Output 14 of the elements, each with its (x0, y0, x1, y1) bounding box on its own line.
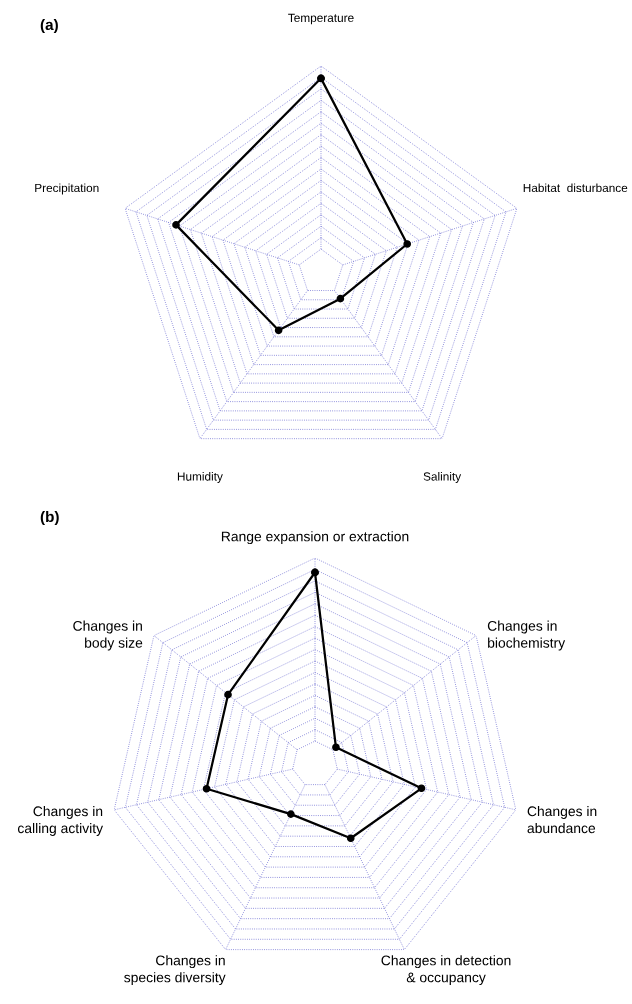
spoke-label: Changes in detection & occupancy (381, 955, 511, 986)
spoke-label: Temperature (288, 13, 354, 25)
spoke-label: Changes in species diversity (124, 955, 226, 986)
spoke-label: Salinity (423, 471, 462, 483)
chart-title: (a) (40, 18, 58, 34)
chart-title: (b) (40, 510, 59, 526)
spoke-label: Changes in calling activity (17, 805, 104, 836)
spoke-label: Habitat disturbance (523, 183, 628, 193)
spoke-label: Changes in abundance (527, 805, 597, 834)
spoke-label: Precipitation (35, 183, 99, 195)
spoke-label: Changes in biochemistry (487, 620, 566, 651)
spoke-label: Changes in body size (73, 620, 143, 651)
spoke-label: Humidity (177, 471, 223, 483)
spoke-label: Range expansion or extraction (221, 531, 409, 545)
